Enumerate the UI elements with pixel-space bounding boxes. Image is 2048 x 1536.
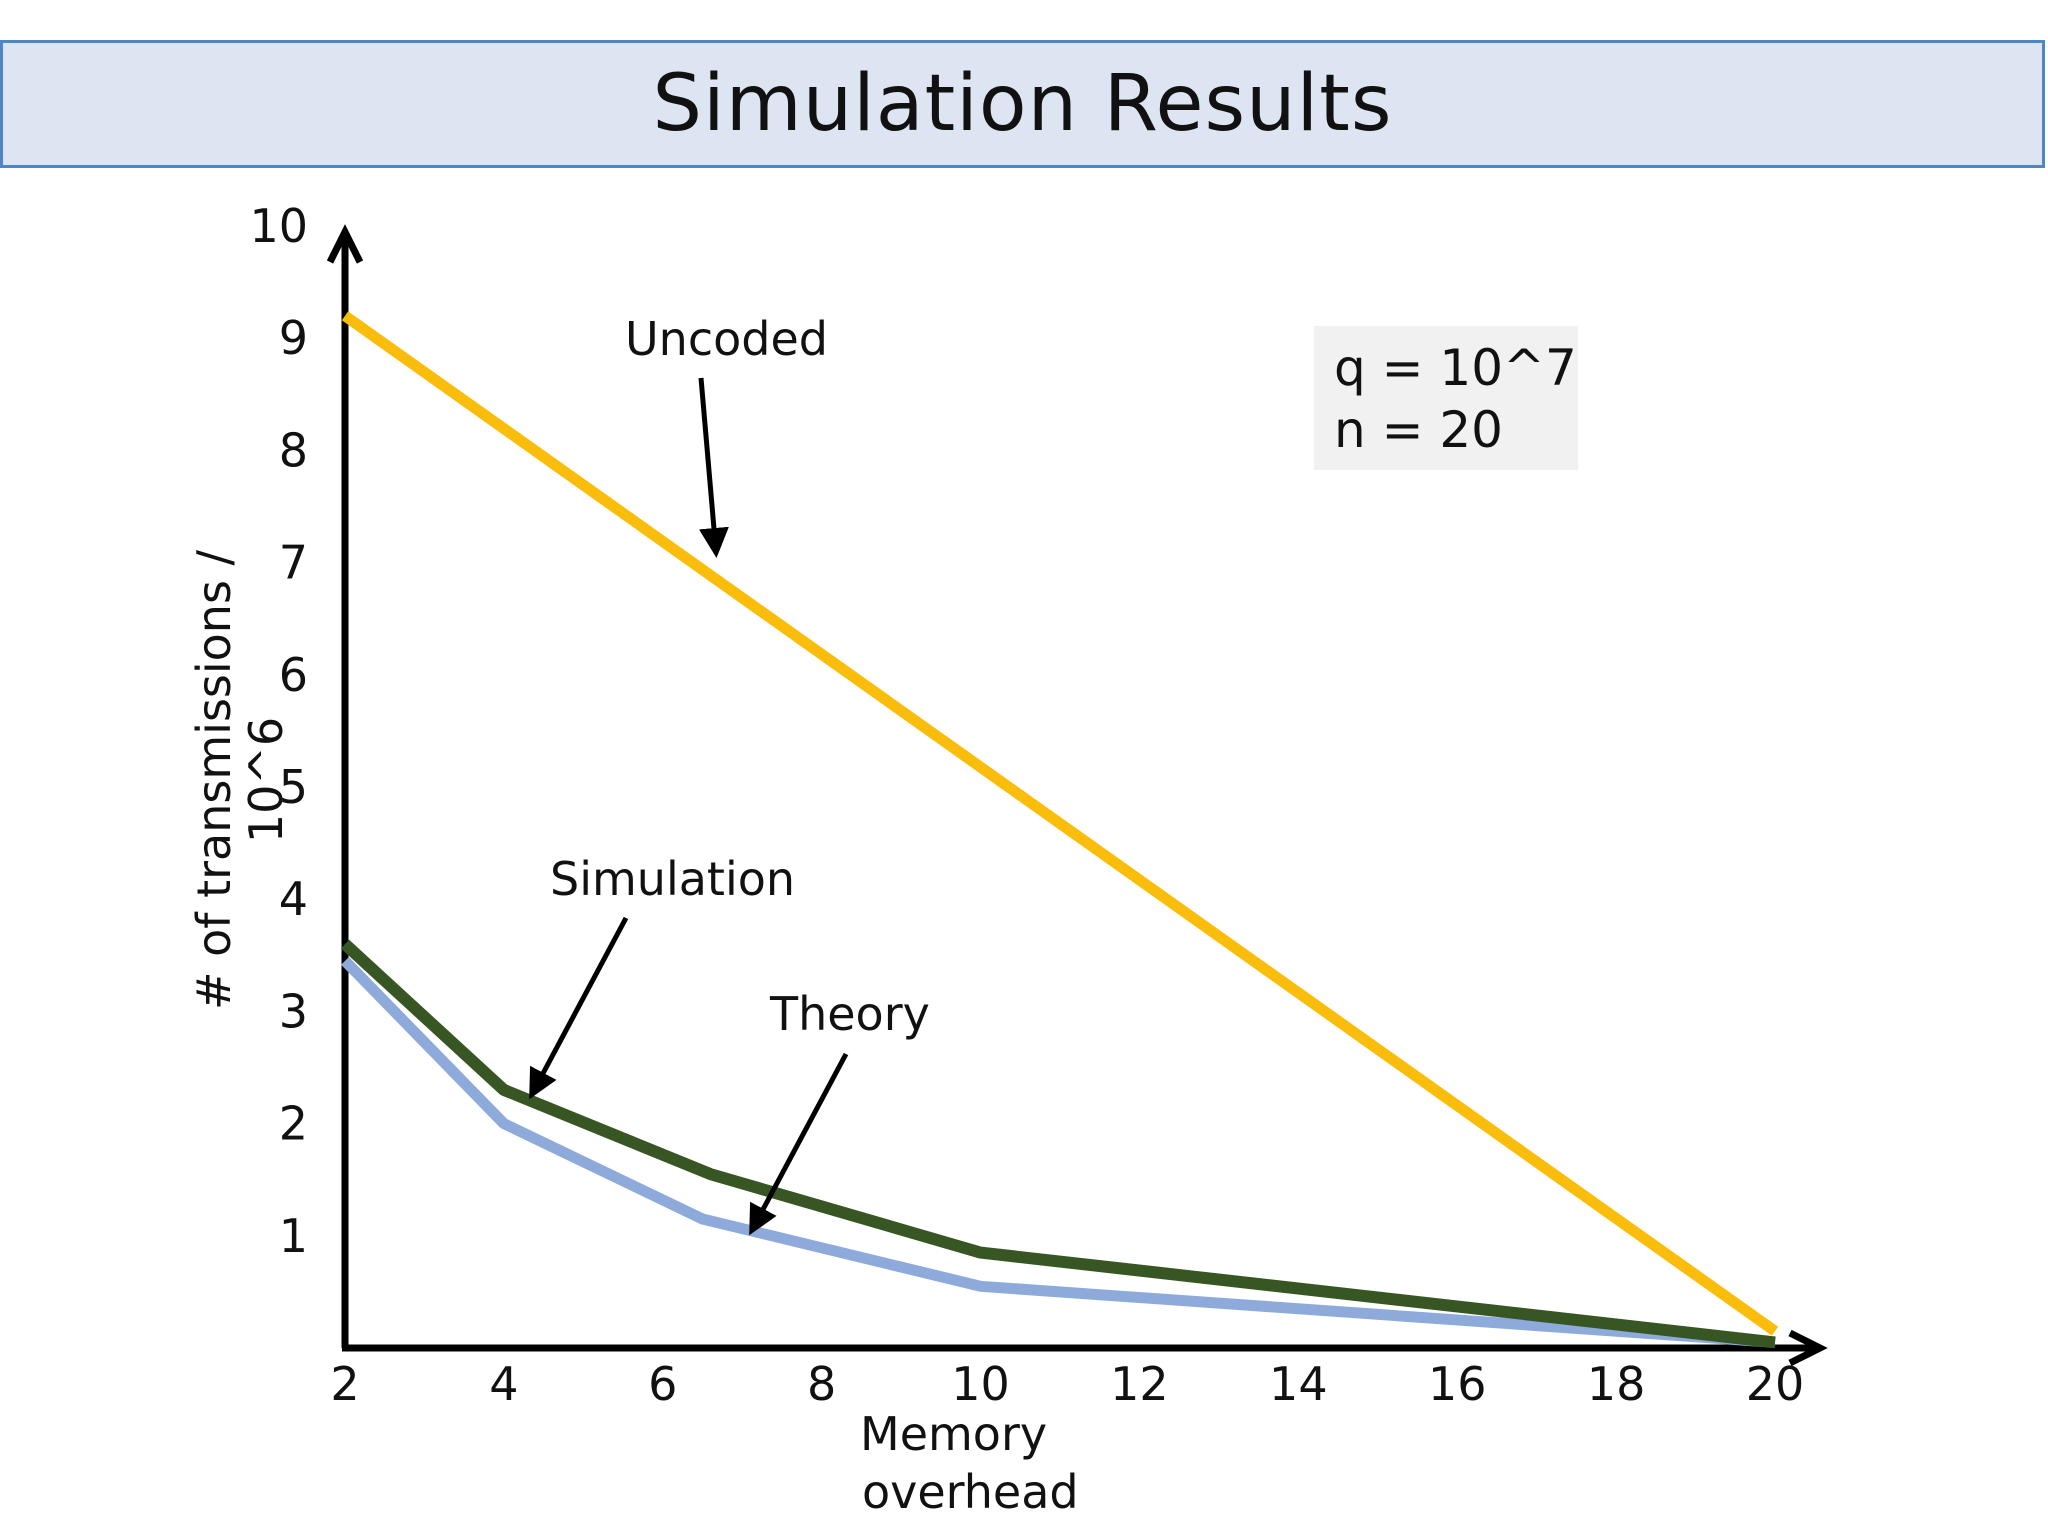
series-line-uncoded xyxy=(341,311,1779,1336)
parameter-n: n = 20 xyxy=(1334,401,1503,459)
x-axis-label-line-1: Memory xyxy=(860,1407,1047,1461)
parameter-q: q = 10^7 xyxy=(1334,339,1577,397)
y-tick-label: 9 xyxy=(279,311,308,365)
annotation-theory: Theory xyxy=(769,987,930,1041)
x-tick-label: 8 xyxy=(807,1357,836,1411)
y-tick-label: 1 xyxy=(279,1209,308,1263)
x-tick-label: 2 xyxy=(330,1357,359,1411)
x-tick-label: 6 xyxy=(648,1357,677,1411)
x-axis-arrowhead xyxy=(1788,1329,1828,1367)
y-tick-label: 10 xyxy=(249,199,308,253)
annotation-arrow-theory xyxy=(749,1052,849,1236)
series-line-simulation xyxy=(340,939,1776,1349)
series-line-theory xyxy=(341,957,1776,1348)
y-tick-label: 6 xyxy=(279,648,308,702)
annotation-uncoded: Uncoded xyxy=(625,312,828,366)
y-axis-arrowhead xyxy=(326,224,364,264)
y-tick-label: 7 xyxy=(279,536,308,590)
x-tick-label: 14 xyxy=(1269,1357,1328,1411)
slide-title-bar: Simulation Results xyxy=(0,40,2045,168)
y-axis-label-line-1: # of transmissions / xyxy=(187,549,241,1010)
x-tick-labels: 2 4 6 8 10 12 14 16 18 20 xyxy=(330,1357,1804,1411)
y-tick-label: 4 xyxy=(279,872,308,926)
y-axis-label: # of transmissions / 10^6 xyxy=(187,549,293,1010)
parameter-box xyxy=(1314,326,1578,470)
annotation-arrow-simulation xyxy=(529,916,629,1100)
annotation-simulation: Simulation xyxy=(550,852,795,906)
y-tick-label: 8 xyxy=(279,423,308,477)
x-tick-label: 4 xyxy=(489,1357,518,1411)
y-axis-label-line-2: 10^6 xyxy=(239,717,293,843)
x-tick-label: 18 xyxy=(1587,1357,1646,1411)
x-tick-label: 16 xyxy=(1428,1357,1487,1411)
y-tick-labels: 1 2 3 4 5 6 7 8 9 10 xyxy=(249,199,308,1263)
slide-title: Simulation Results xyxy=(652,59,1393,149)
x-tick-label: 20 xyxy=(1746,1357,1805,1411)
x-tick-label: 10 xyxy=(951,1357,1010,1411)
x-tick-label: 12 xyxy=(1110,1357,1169,1411)
y-tick-label: 3 xyxy=(279,984,308,1038)
y-tick-label: 5 xyxy=(279,760,308,814)
y-tick-label: 2 xyxy=(279,1097,308,1151)
annotation-arrow-uncoded xyxy=(698,377,729,558)
x-axis-label-line-2: overhead xyxy=(862,1465,1079,1519)
series-layer xyxy=(340,311,1779,1349)
